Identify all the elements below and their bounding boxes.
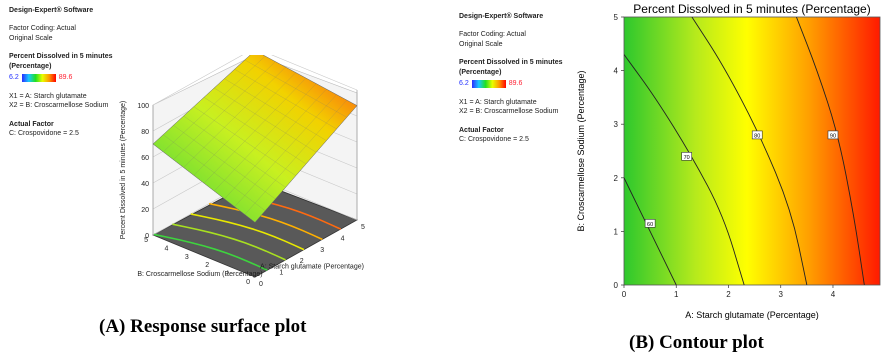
contour-y-tick: 4 [614, 67, 619, 76]
contour-x-tick: 2 [726, 290, 731, 299]
surface-y-tick: 0 [246, 279, 250, 286]
contour-x-tick: 0 [622, 290, 627, 299]
contour-y-tick: 5 [614, 13, 619, 22]
surface-z-axis-label: Percent Dissolved in 5 minutes (Percenta… [120, 101, 127, 240]
software-label-b: Design-Expert® Software [459, 13, 544, 20]
range-high-b: 89.6 [508, 80, 523, 88]
contour-y-axis-label: B: Croscarmellose Sodium (Percentage) [576, 70, 586, 231]
surface-mesh-line [193, 72, 296, 176]
surface-floor-contour [172, 223, 286, 261]
surface-y-tick: 1 [226, 271, 230, 278]
response-label-a-2: (Percentage) [9, 62, 52, 70]
surface-mesh-line [234, 69, 337, 130]
contour-y-tick: 3 [614, 120, 619, 129]
x2-label-b: X2 = B: Croscarmellose Sodium [459, 108, 559, 116]
surface-z-tick: 20 [141, 207, 149, 214]
surface-y-tick: 3 [185, 254, 189, 261]
response-surface-panel: Design-Expert® Software Factor Coding: A… [0, 0, 440, 361]
svg-text:60: 60 [647, 222, 653, 228]
surface-x-tick: 5 [361, 224, 365, 231]
response-label-a-1: Percent Dissolved in 5 minutes [9, 53, 113, 61]
surface-x-tick: 1 [279, 270, 283, 277]
svg-text:80: 80 [754, 133, 760, 139]
actual-factor-heading-a: Actual Factor [9, 120, 54, 128]
surface-mesh-line [163, 55, 266, 152]
contour-line [624, 54, 745, 285]
surface-x-tick: 3 [320, 247, 324, 254]
contour-x-tick: 1 [674, 290, 679, 299]
range-low-a: 6.2 [9, 74, 19, 82]
surface-mesh-line [173, 61, 276, 160]
legend-a: Design-Expert® Software Factor Coding: A… [9, 6, 112, 138]
contour-level-label: 80 [751, 130, 763, 139]
color-gradient-a [21, 73, 56, 82]
surface-y-tick: 2 [205, 262, 209, 269]
contour-x-axis-label: A: Starch glutamate (Percentage) [685, 310, 819, 320]
contour-fill [623, 16, 881, 286]
x2-label-a: X2 = B: Croscarmellose Sodium [9, 102, 109, 110]
surface-mesh-line [262, 55, 358, 106]
surface-y-tick: 5 [144, 237, 148, 244]
contour-line [691, 17, 808, 285]
surface-gridline [152, 55, 358, 106]
surface-mesh-line [224, 78, 327, 141]
surface-mesh-line [183, 66, 286, 168]
svg-text:90: 90 [830, 133, 836, 139]
contour-level-label: 70 [681, 152, 692, 161]
caption-b: (B) Contour plot [629, 332, 764, 353]
caption-a: (A) Response surface plot [99, 316, 307, 337]
svg-text:70: 70 [684, 155, 690, 161]
surface-z-tick: 100 [137, 103, 149, 110]
factor-coding-b: Factor Coding: Actual [459, 31, 526, 39]
legend-b: Design-Expert® Software Factor Coding: A… [459, 12, 562, 144]
surface-mesh-line [203, 77, 307, 184]
contour-x-tick: 4 [831, 290, 836, 299]
x1-label-a: X1 = A: Starch glutamate [9, 92, 87, 100]
surface-z-tick: 40 [141, 181, 149, 188]
surface-y-tick: 4 [164, 245, 168, 252]
surface-x-axis-label: A: Starch glutamate (Percentage) [260, 264, 364, 271]
contour-y-tick: 1 [614, 227, 619, 236]
surface-x-tick: 4 [341, 235, 345, 242]
response-label-b-1: Percent Dissolved in 5 minutes [459, 59, 563, 67]
software-label-a: Design-Expert® Software [9, 7, 94, 14]
x1-label-b: X1 = A: Starch glutamate [459, 98, 537, 106]
actual-factor-a: C: Crospovidone = 2.5 [9, 129, 79, 137]
actual-factor-heading-b: Actual Factor [459, 126, 504, 134]
range-low-b: 6.2 [459, 80, 469, 88]
surface-mesh-line [214, 87, 317, 153]
contour-y-tick: 2 [614, 174, 619, 183]
surface-y-axis-label: B: Croscarmellose Sodium (Percentage) [137, 271, 262, 278]
scale-b: Original Scale [459, 40, 503, 48]
contour-y-tick: 0 [614, 281, 619, 290]
contour-panel: Design-Expert® Software Factor Coding: A… [440, 0, 884, 361]
surface-mesh-line [152, 55, 251, 145]
color-gradient-b [471, 79, 506, 88]
response-label-b-2: (Percentage) [459, 68, 502, 76]
contour-line [795, 17, 865, 285]
surface-z-tick: 60 [141, 155, 149, 162]
surface-x-tick: 2 [300, 258, 304, 265]
scale-a: Original Scale [9, 34, 53, 42]
surface-x-tick: 0 [259, 281, 263, 288]
surface-z-tick: 0 [145, 233, 149, 240]
factor-coding-a: Factor Coding: Actual [9, 25, 76, 33]
surface-floor-contour [208, 202, 323, 241]
contour-x-tick: 3 [779, 290, 784, 299]
contour-level-label: 60 [644, 219, 656, 228]
contour-level-label: 90 [827, 130, 839, 139]
range-high-a: 89.6 [58, 74, 73, 82]
contour-line [624, 177, 677, 285]
surface-floor-contour [190, 213, 305, 251]
contour-plot: Percent Dissolved in 5 minutes (Percenta… [576, 2, 881, 320]
actual-factor-b: C: Crospovidone = 2.5 [459, 135, 529, 143]
surface-mesh-line [244, 59, 347, 118]
surface-z-tick: 80 [141, 129, 149, 136]
contour-title: Percent Dissolved in 5 minutes (Percenta… [633, 2, 870, 16]
surface-floor-contour [153, 233, 268, 271]
